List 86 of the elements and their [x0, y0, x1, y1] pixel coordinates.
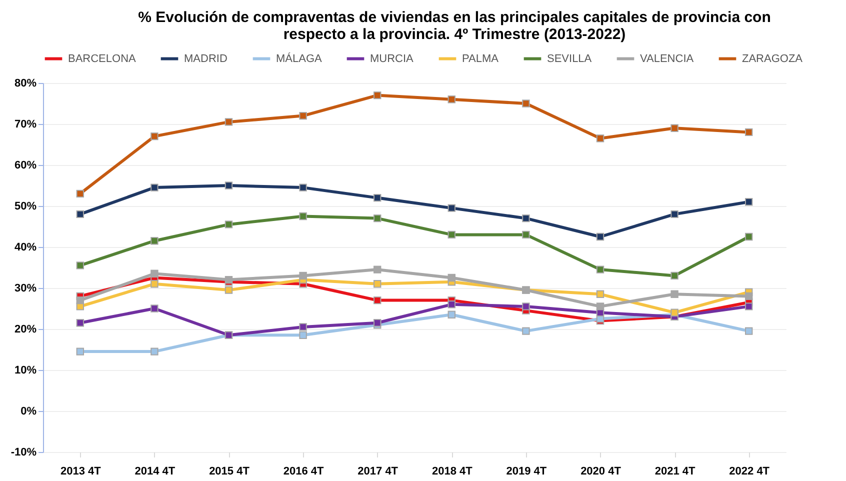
point — [224, 276, 233, 284]
legend-label: MURCIA — [370, 52, 414, 65]
point — [150, 280, 158, 288]
point — [373, 280, 382, 288]
x-tick-label: 2016 4T — [283, 466, 324, 478]
point — [150, 236, 158, 245]
y-tick-label: 50% — [14, 200, 37, 212]
point — [299, 272, 307, 280]
point — [596, 232, 604, 241]
point — [596, 266, 604, 274]
point — [670, 290, 678, 298]
point — [76, 348, 84, 356]
point — [744, 302, 753, 310]
y-tick-label: 80% — [14, 78, 37, 90]
point — [150, 304, 158, 312]
y-tick-label: 40% — [14, 242, 37, 254]
point — [76, 262, 84, 270]
point — [373, 194, 382, 202]
point — [448, 300, 456, 308]
x-tick-label: 2018 4T — [432, 466, 473, 478]
point — [76, 318, 84, 327]
point — [76, 296, 84, 304]
y-tick-label: 60% — [14, 160, 37, 172]
point — [448, 96, 456, 104]
x-tick-label: 2013 4T — [60, 466, 102, 478]
x-tick-label: 2014 4T — [134, 466, 176, 478]
point — [150, 270, 158, 278]
legend-label: VALENCIA — [640, 52, 694, 65]
x-tick-label: 2021 4T — [654, 466, 696, 478]
point — [596, 290, 604, 298]
point — [299, 112, 307, 120]
legend-label: MÁLAGA — [276, 52, 323, 65]
point — [373, 296, 382, 304]
point — [76, 190, 84, 198]
point — [150, 348, 158, 356]
point — [373, 91, 382, 100]
point — [670, 124, 678, 132]
y-tick-label: 70% — [14, 118, 37, 130]
y-tick-label: 10% — [14, 364, 37, 376]
point — [596, 134, 604, 142]
point — [299, 212, 307, 220]
point — [373, 318, 382, 327]
x-tick-label: 2015 4T — [209, 466, 250, 478]
x-tick-label: 2019 4T — [506, 466, 547, 478]
point — [744, 327, 753, 335]
chart-title: % Evolución de compraventas de viviendas en las principales capitales de provincia con respecto a la provincia. 4º Trimestre (2013-2022) — [138, 9, 771, 43]
point — [744, 128, 753, 136]
point — [522, 214, 530, 222]
point — [448, 274, 456, 282]
x-tick-label: 2017 4T — [358, 466, 398, 478]
point — [522, 302, 530, 310]
point — [299, 323, 307, 331]
legend-label: SEVILLA — [547, 52, 592, 65]
point — [150, 132, 158, 140]
legend-label: PALMA — [462, 52, 500, 65]
point — [373, 266, 382, 274]
point — [744, 198, 753, 206]
y-tick-label: -10% — [10, 446, 37, 458]
x-tick-label: 2022 4T — [729, 466, 770, 478]
y-tick-label: 0% — [20, 406, 37, 418]
legend-label: MADRID — [184, 52, 228, 65]
point — [76, 210, 84, 218]
point — [448, 310, 456, 319]
point — [522, 230, 530, 239]
y-tick-label: 30% — [14, 282, 37, 294]
point — [448, 204, 456, 212]
point — [299, 184, 307, 192]
legend-label: BARCELONA — [68, 52, 137, 65]
point — [224, 118, 233, 126]
point — [744, 292, 753, 300]
point — [522, 327, 530, 335]
point — [224, 220, 233, 228]
point — [744, 232, 753, 241]
point — [596, 302, 604, 310]
point — [224, 182, 233, 190]
x-tick-label: 2020 4T — [580, 466, 622, 478]
point — [224, 286, 233, 294]
point — [299, 331, 307, 340]
point — [670, 272, 678, 280]
point — [670, 210, 678, 218]
y-tick-label: 20% — [14, 324, 37, 336]
point — [448, 230, 456, 239]
legend-label: ZARAGOZA — [742, 52, 804, 65]
point — [150, 184, 158, 192]
point — [373, 214, 382, 222]
point — [522, 100, 530, 108]
